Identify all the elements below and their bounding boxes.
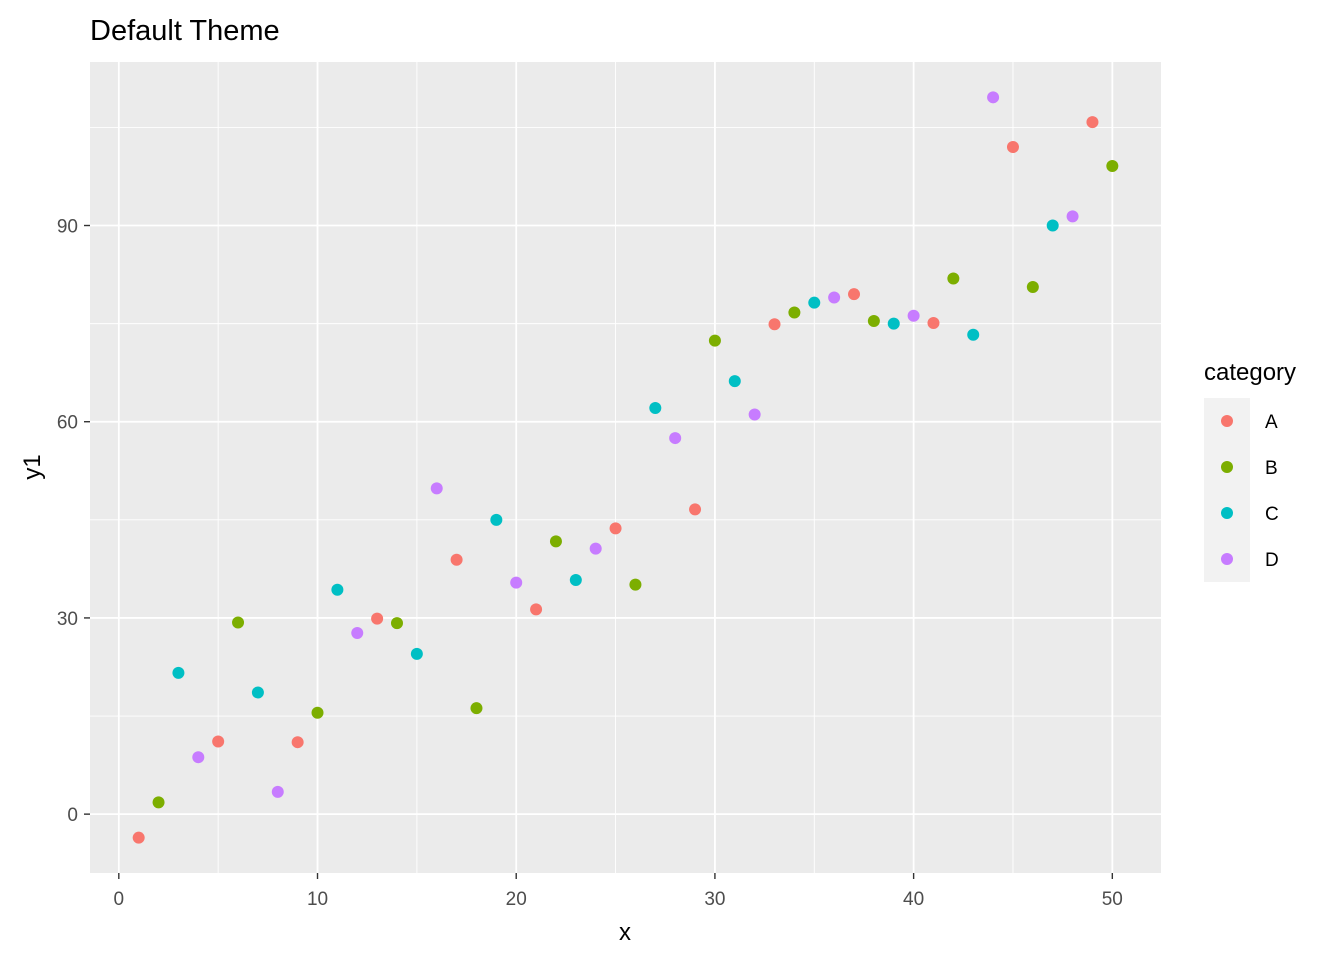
y-tick-label: 90 <box>57 217 78 238</box>
data-point-C <box>887 317 900 330</box>
data-point-B <box>152 796 165 809</box>
plot-panel <box>90 62 1161 873</box>
x-axis-title: x <box>619 919 631 946</box>
legend-label-A: A <box>1265 412 1278 433</box>
data-point-D <box>828 291 841 304</box>
y-tick-label: 30 <box>57 609 78 630</box>
data-point-A <box>848 288 861 301</box>
data-point-B <box>470 702 483 715</box>
data-point-A <box>689 503 702 516</box>
data-point-A <box>1086 116 1099 129</box>
data-point-A <box>132 831 145 844</box>
data-point-C <box>967 328 980 341</box>
legend-label-C: C <box>1265 504 1279 525</box>
data-point-D <box>192 751 205 764</box>
data-point-A <box>1006 141 1019 154</box>
legend-key-D <box>1221 553 1233 565</box>
legend-key-B <box>1221 461 1233 473</box>
data-point-D <box>1066 210 1079 223</box>
data-point-B <box>390 617 403 630</box>
data-point-C <box>331 583 344 596</box>
data-point-C <box>1046 219 1059 232</box>
data-point-A <box>371 612 384 625</box>
data-point-D <box>589 542 602 555</box>
chart-title: Default Theme <box>90 15 280 47</box>
x-axis: 0 10 20 30 40 50 <box>114 873 1123 910</box>
data-point-C <box>569 573 582 586</box>
data-point-A <box>291 736 304 749</box>
data-point-B <box>867 314 880 327</box>
data-point-A <box>927 316 940 329</box>
minor-gridlines <box>90 62 1161 873</box>
legend-title: category <box>1204 359 1296 386</box>
data-point-C <box>490 513 503 526</box>
x-tick-label: 20 <box>506 889 527 910</box>
x-tick-label: 40 <box>903 889 924 910</box>
data-point-A <box>450 553 463 566</box>
data-point-B <box>947 272 960 285</box>
data-point-C <box>808 296 821 309</box>
legend-key-A <box>1221 415 1233 427</box>
data-point-A <box>768 318 781 331</box>
data-point-B <box>311 706 324 719</box>
y-axis-title: y1 <box>19 454 46 479</box>
data-point-D <box>430 482 443 495</box>
legend-key-background <box>1204 398 1250 582</box>
data-point-C <box>172 666 185 679</box>
data-point-D <box>271 785 284 798</box>
legend: category A B C D <box>1204 359 1296 582</box>
data-point-B <box>232 616 245 629</box>
data-point-D <box>510 576 523 589</box>
data-point-C <box>410 647 423 660</box>
data-point-D <box>351 626 364 639</box>
data-point-A <box>609 522 622 535</box>
data-point-B <box>788 306 801 319</box>
data-point-B <box>708 334 721 347</box>
major-gridlines <box>90 62 1161 873</box>
y-tick-label: 0 <box>67 805 78 826</box>
x-tick-label: 0 <box>114 889 125 910</box>
data-point-A <box>530 603 543 616</box>
data-points <box>132 91 1119 844</box>
x-tick-label: 10 <box>307 889 328 910</box>
data-point-B <box>629 578 642 591</box>
data-point-B <box>1106 159 1119 172</box>
data-point-B <box>1026 280 1039 293</box>
data-point-C <box>649 401 662 414</box>
data-point-D <box>987 91 1000 104</box>
data-point-C <box>728 375 741 388</box>
legend-label-B: B <box>1265 458 1278 479</box>
data-point-B <box>549 535 562 548</box>
x-tick-label: 50 <box>1102 889 1123 910</box>
x-tick-label: 30 <box>704 889 725 910</box>
legend-label-D: D <box>1265 550 1279 571</box>
data-point-C <box>251 686 264 699</box>
data-point-D <box>748 408 761 421</box>
data-point-D <box>669 432 682 445</box>
data-point-D <box>907 309 920 322</box>
y-tick-label: 60 <box>57 413 78 434</box>
legend-key-C <box>1221 507 1233 519</box>
data-point-A <box>212 735 225 748</box>
y-axis: 0 30 60 90 <box>57 217 90 826</box>
